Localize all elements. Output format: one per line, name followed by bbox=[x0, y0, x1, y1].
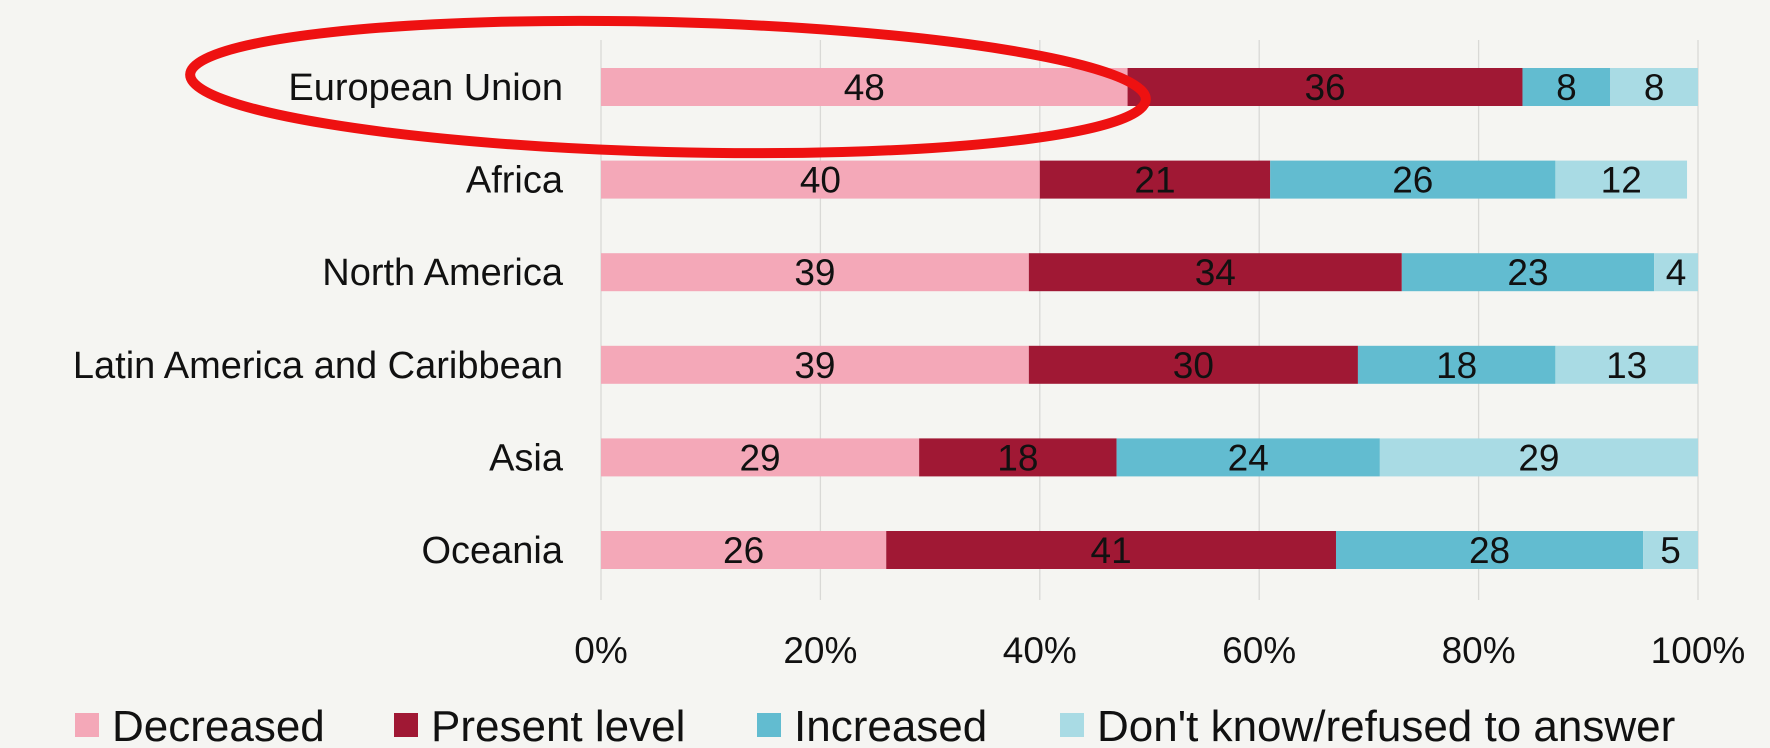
data-label: 34 bbox=[1195, 252, 1236, 293]
data-label: 13 bbox=[1606, 345, 1647, 386]
data-label: 48 bbox=[844, 67, 885, 108]
data-label: 18 bbox=[1436, 345, 1477, 386]
x-tick-label: 60% bbox=[1222, 630, 1296, 671]
x-tick-label: 20% bbox=[783, 630, 857, 671]
data-label: 26 bbox=[723, 530, 764, 571]
bar-segment bbox=[1654, 253, 1698, 292]
bar-segment bbox=[1335, 531, 1644, 569]
bar-segment bbox=[601, 438, 920, 477]
legend-swatch bbox=[1060, 713, 1084, 737]
x-axis-tick-labels: 0% 20% 40% 60% 80% 100% bbox=[574, 630, 1745, 671]
data-label: 36 bbox=[1304, 67, 1345, 108]
legend-swatch bbox=[394, 713, 418, 737]
data-label: 29 bbox=[739, 437, 780, 478]
x-tick-label: 100% bbox=[1651, 630, 1746, 671]
legend-label: Present level bbox=[431, 702, 685, 748]
bars: 48 36 8 8 40 21 26 12 39 34 23 4 39 30 18 13 29 18 24 29 26 4… bbox=[601, 67, 1698, 571]
bar-segment bbox=[601, 345, 1029, 384]
x-tick-label: 40% bbox=[1003, 630, 1077, 671]
category-label: Africa bbox=[466, 160, 564, 202]
bar-segment bbox=[601, 531, 887, 569]
bar-segment bbox=[1401, 253, 1655, 292]
bar-segment bbox=[1039, 160, 1271, 199]
bar-segment bbox=[886, 531, 1336, 569]
category-label: Oceania bbox=[421, 530, 563, 572]
bar-segment bbox=[1028, 253, 1402, 292]
data-label: 40 bbox=[800, 160, 841, 201]
x-tick-label: 0% bbox=[574, 630, 627, 671]
gridlines bbox=[600, 40, 1699, 600]
bar-segment bbox=[601, 253, 1029, 292]
data-label: 39 bbox=[794, 252, 835, 293]
category-label: Latin America and Caribbean bbox=[73, 345, 563, 387]
category-label: North America bbox=[322, 252, 564, 294]
data-label: 26 bbox=[1392, 160, 1433, 201]
data-label: 30 bbox=[1173, 345, 1214, 386]
category-label: European Union bbox=[288, 67, 563, 109]
data-label: 8 bbox=[1556, 67, 1577, 108]
bar-segment bbox=[601, 68, 1128, 106]
data-label: 39 bbox=[794, 345, 835, 386]
legend-swatch bbox=[75, 713, 99, 737]
bar-segment bbox=[919, 438, 1117, 477]
data-label: 23 bbox=[1507, 252, 1548, 293]
highlight-ellipse bbox=[185, 15, 1151, 159]
bar-segment bbox=[1270, 160, 1556, 199]
data-label: 21 bbox=[1134, 160, 1175, 201]
legend: Decreased Present level Increased Don't kno… bbox=[75, 702, 1675, 748]
legend-label: Increased bbox=[794, 702, 987, 748]
legend-label: Don't know/refused to answer bbox=[1097, 702, 1675, 748]
bar-segment bbox=[1555, 345, 1698, 384]
data-label: 4 bbox=[1666, 252, 1687, 293]
bar-segment bbox=[1555, 160, 1688, 199]
legend-label: Decreased bbox=[112, 702, 325, 748]
bar-segment bbox=[1643, 531, 1698, 569]
data-label: 18 bbox=[997, 437, 1038, 478]
data-label: 41 bbox=[1091, 530, 1132, 571]
bar-segment bbox=[601, 160, 1040, 199]
bar-segment bbox=[1116, 438, 1380, 477]
highlight-annotation bbox=[185, 15, 1151, 159]
data-label: 24 bbox=[1228, 437, 1269, 478]
category-label: Asia bbox=[489, 437, 564, 479]
bar-segment bbox=[1610, 68, 1698, 106]
data-label: 12 bbox=[1601, 160, 1642, 201]
bar-segment bbox=[1028, 345, 1358, 384]
category-labels: European Union Africa North America Latin A… bbox=[73, 67, 564, 572]
bar-segment bbox=[1127, 68, 1523, 106]
legend-swatch bbox=[757, 713, 781, 737]
data-label: 8 bbox=[1644, 67, 1665, 108]
x-tick-label: 80% bbox=[1442, 630, 1516, 671]
data-label: 28 bbox=[1469, 530, 1510, 571]
data-label: 29 bbox=[1518, 437, 1559, 478]
bar-segment bbox=[1522, 68, 1611, 106]
bar-segment bbox=[1357, 345, 1556, 384]
data-label: 5 bbox=[1660, 530, 1681, 571]
bar-segment bbox=[1379, 438, 1698, 477]
